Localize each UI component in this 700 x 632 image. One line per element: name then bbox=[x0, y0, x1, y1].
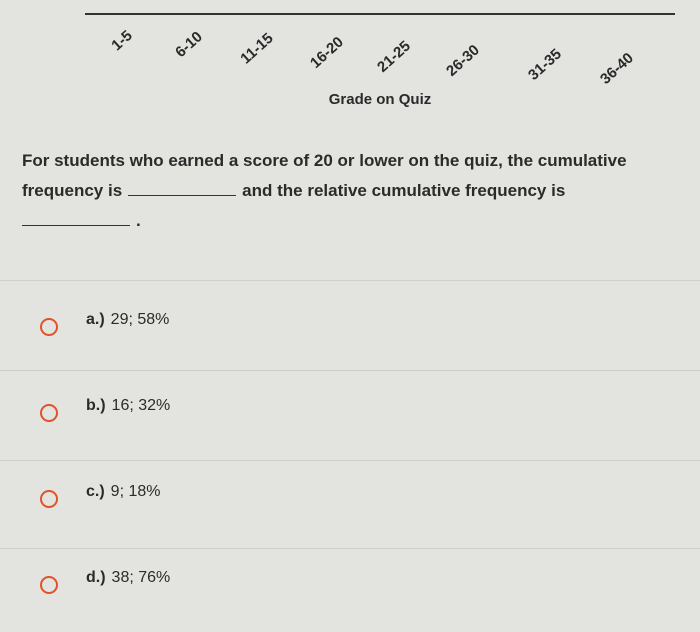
category-label: 11-15 bbox=[237, 30, 276, 68]
option-text: 9; 18% bbox=[110, 483, 161, 500]
option-letter: b.) bbox=[86, 397, 106, 414]
option-letter: c.) bbox=[86, 483, 105, 500]
axis-title: Grade on Quiz bbox=[329, 91, 432, 108]
category-label: 16-20 bbox=[307, 34, 347, 72]
category-label: 36-40 bbox=[597, 50, 637, 88]
radio-button[interactable] bbox=[40, 576, 58, 594]
answer-option[interactable]: b.) 16; 32% bbox=[40, 386, 680, 426]
option-text: 16; 32% bbox=[111, 397, 171, 414]
separator bbox=[0, 280, 700, 281]
axis-area: Grade on Quiz 1-5 6-10 11-15 16-20 21-25 26-3… bbox=[85, 13, 675, 108]
question-text: . bbox=[136, 211, 141, 230]
category-label: 21-25 bbox=[374, 38, 414, 76]
radio-button[interactable] bbox=[40, 318, 58, 336]
answer-blank bbox=[22, 209, 130, 226]
separator bbox=[0, 460, 700, 461]
answer-option[interactable]: a.) 29; 58% bbox=[40, 300, 680, 340]
option-text: 29; 58% bbox=[110, 311, 170, 328]
question-text: and the relative cumulative frequency is bbox=[242, 181, 566, 200]
option-text: 38; 76% bbox=[111, 569, 171, 586]
option-letter: a.) bbox=[86, 311, 105, 328]
option-letter: d.) bbox=[86, 569, 106, 586]
category-label: 26-30 bbox=[443, 42, 483, 80]
answer-option[interactable]: c.) 9; 18% bbox=[40, 472, 680, 512]
question-text: For students who earned a score of 20 or… bbox=[22, 151, 627, 200]
answer-blank bbox=[128, 179, 237, 196]
category-label: 31-35 bbox=[525, 46, 565, 84]
category-label: 6-10 bbox=[172, 28, 206, 61]
category-label: 1-5 bbox=[108, 27, 135, 54]
radio-button[interactable] bbox=[40, 490, 58, 508]
question: For students who earned a score of 20 or… bbox=[22, 146, 672, 236]
separator bbox=[0, 370, 700, 371]
separator bbox=[0, 548, 700, 549]
radio-button[interactable] bbox=[40, 404, 58, 422]
answer-option[interactable]: d.) 38; 76% bbox=[40, 558, 680, 598]
